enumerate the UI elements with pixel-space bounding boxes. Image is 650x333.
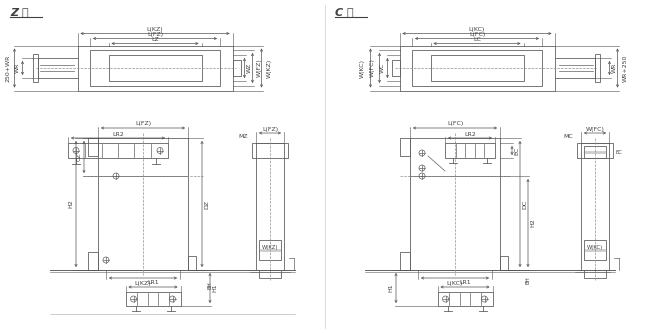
Bar <box>77 46 233 91</box>
Bar <box>595 54 599 82</box>
Bar <box>88 138 98 156</box>
Bar <box>584 240 606 260</box>
Text: W(FC): W(FC) <box>586 127 604 132</box>
Text: C 型: C 型 <box>335 7 354 17</box>
Text: DZ: DZ <box>205 199 209 208</box>
Bar <box>109 55 202 81</box>
Text: LR1: LR1 <box>459 280 471 285</box>
Bar <box>581 143 609 270</box>
Text: L(FZ): L(FZ) <box>135 122 151 127</box>
Bar <box>400 252 410 270</box>
Bar <box>391 60 400 76</box>
Text: EC: EC <box>615 150 622 155</box>
Text: L(KZ): L(KZ) <box>135 280 151 285</box>
Text: BH: BH <box>525 276 530 284</box>
Text: LZ: LZ <box>151 37 159 42</box>
Bar <box>32 54 38 82</box>
Text: W(FZ): W(FZ) <box>257 59 262 77</box>
Text: W(KZ): W(KZ) <box>262 245 278 250</box>
Bar <box>88 252 98 270</box>
Bar <box>412 50 542 86</box>
Bar <box>125 292 181 306</box>
Text: CZ: CZ <box>77 153 81 161</box>
Text: W(KC): W(KC) <box>360 59 365 78</box>
Text: H1: H1 <box>213 284 218 292</box>
Bar <box>430 55 523 81</box>
Text: L(FC): L(FC) <box>447 122 463 127</box>
Text: H1: H1 <box>389 284 393 292</box>
Text: W(FC): W(FC) <box>370 59 375 78</box>
Bar <box>400 46 554 91</box>
Text: DC: DC <box>523 199 528 209</box>
Bar <box>68 143 168 158</box>
Text: MC: MC <box>564 135 573 140</box>
Text: L(FC): L(FC) <box>469 32 485 37</box>
Text: H2: H2 <box>68 199 73 208</box>
Text: L(KC): L(KC) <box>447 280 463 285</box>
Bar <box>259 240 281 260</box>
Text: BH: BH <box>207 281 213 289</box>
Bar <box>252 143 288 158</box>
Bar <box>256 143 284 270</box>
Text: 250+WR: 250+WR <box>5 54 10 82</box>
Text: Z 型: Z 型 <box>10 7 29 17</box>
Bar <box>577 143 613 158</box>
Bar <box>500 256 508 270</box>
Text: W(KZ): W(KZ) <box>267 58 272 78</box>
Text: WZ: WZ <box>247 63 252 73</box>
Text: L(KZ): L(KZ) <box>147 27 163 32</box>
Bar <box>584 146 606 158</box>
Text: EC: EC <box>515 147 519 155</box>
Bar <box>445 143 495 158</box>
Bar <box>259 270 281 278</box>
Bar <box>410 138 500 270</box>
Text: L(FZ): L(FZ) <box>262 127 278 132</box>
Text: L(FZ): L(FZ) <box>147 32 163 37</box>
Text: MZ: MZ <box>239 135 248 140</box>
Bar <box>437 292 493 306</box>
Text: WC: WC <box>380 63 385 73</box>
Text: WR+250: WR+250 <box>623 54 628 82</box>
Text: L(KC): L(KC) <box>469 27 485 32</box>
Text: W(KC): W(KC) <box>587 245 603 250</box>
Text: LR1: LR1 <box>147 280 159 285</box>
Bar <box>98 138 188 270</box>
Text: LR2: LR2 <box>112 132 124 137</box>
Text: WR: WR <box>15 63 20 73</box>
Bar <box>584 270 606 278</box>
Text: WR: WR <box>612 63 617 73</box>
Bar <box>400 138 410 156</box>
Bar <box>90 50 220 86</box>
Text: LC: LC <box>473 37 481 42</box>
Bar <box>188 256 196 270</box>
Text: LR2: LR2 <box>464 132 476 137</box>
Text: H2: H2 <box>530 219 536 227</box>
Bar <box>233 60 240 76</box>
